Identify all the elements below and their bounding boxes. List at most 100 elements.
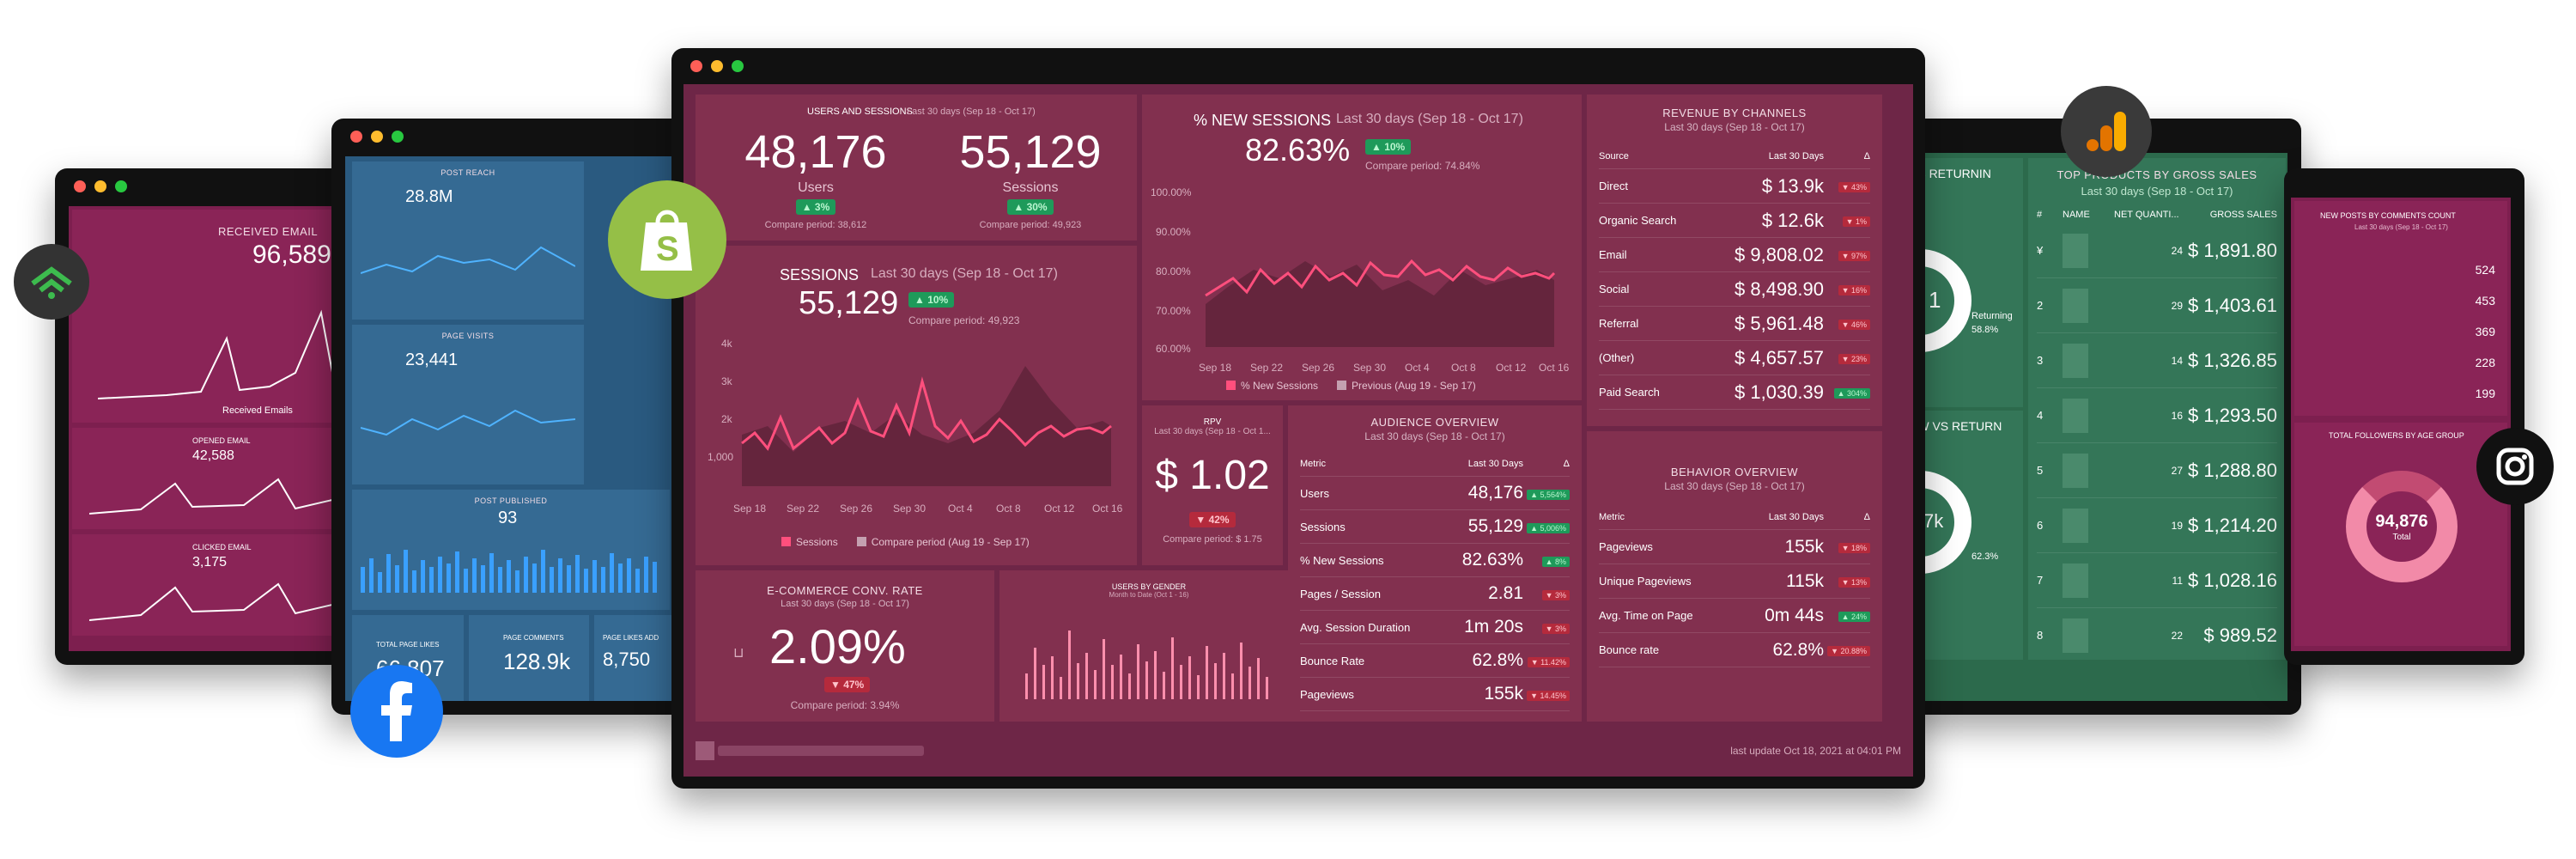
behavior-period: Last 30 days (Sep 18 - Oct 17) [1664, 480, 1805, 492]
table-row: Avg. Time on Page 0m 44s ▲ 24% [1599, 599, 1870, 633]
row-label: Paid Search [1599, 386, 1660, 399]
svg-text:80.00%: 80.00% [1156, 265, 1191, 277]
row-delta-badge: ▼ 1% [1842, 216, 1870, 227]
product-qty: 14 [2171, 354, 2183, 367]
email-dashboard-screen: RECEIVED EMAIL 96,589 Received Emails OP… [69, 206, 368, 651]
opened-email-value: 42,588 [192, 448, 234, 463]
svg-text:Oct 8: Oct 8 [996, 503, 1021, 515]
legend-previous[interactable]: Previous (Aug 19 - Sep 17) [1337, 380, 1476, 392]
received-email-tile: RECEIVED EMAIL 96,589 Received Emails [72, 210, 364, 423]
revenue-col-last: Last 30 Days [1768, 150, 1824, 161]
users-compare: Compare period: 38,612 [764, 220, 867, 230]
row-delta-badge: ▼ 3% [1541, 589, 1570, 600]
ecommerce-delta: ▼ 47% [824, 677, 871, 692]
product-row: 8 22 $ 989.52 [2037, 608, 2277, 660]
row-delta-badge: ▼ 20.88% [1827, 646, 1870, 656]
audience-col-last: Last 30 Days [1467, 458, 1523, 469]
post-reach-value: 28.8M [405, 187, 453, 206]
product-thumbnail [2063, 343, 2088, 378]
returning-label: Returning [1971, 311, 2013, 321]
rpv-delta: ▼ 42% [1189, 512, 1236, 527]
product-thumbnail [2063, 508, 2088, 543]
sessions-delta: ▲ 30% [1007, 199, 1054, 215]
svg-text:90.00%: 90.00% [1156, 226, 1191, 238]
revenue-col-source: Source [1599, 150, 1629, 161]
maximize-dot[interactable] [392, 131, 404, 143]
users-gender-period: Month to Date (Oct 1 - 16) [1109, 591, 1189, 599]
main-dashboard-window: USERS AND SESSIONS Last 30 days (Sep 18 … [671, 48, 1925, 789]
row-value: 1m 20s [1464, 617, 1523, 637]
row-value: 155k [1784, 536, 1824, 557]
legend-compare-period[interactable]: Compare period (Aug 19 - Sep 17) [856, 536, 1030, 548]
returning2-title: EW VS RETURN [1910, 419, 2002, 433]
wifi-brand-icon [14, 244, 89, 320]
close-dot[interactable] [350, 131, 362, 143]
table-row: Pageviews 155k ▼ 18% [1599, 530, 1870, 564]
row-delta-badge: ▲ 8% [1541, 556, 1570, 567]
users-gender-tile: USERS BY GENDER Month to Date (Oct 1 - 1… [999, 570, 1298, 722]
ytick-3k: 3k [721, 375, 733, 387]
product-qty: 22 [2171, 629, 2183, 642]
sessions-value: 55,129 [959, 126, 1102, 178]
row-delta-badge: ▲ 304% [1833, 388, 1870, 399]
product-sales: $ 1,028.16 [2188, 569, 2277, 591]
minimize-dot[interactable] [371, 131, 383, 143]
users-label: Users [798, 180, 834, 195]
svg-text:Sep 22: Sep 22 [1250, 362, 1283, 374]
post-published-title: POST PUBLISHED [474, 497, 548, 505]
close-dot[interactable] [74, 180, 86, 192]
legend-sessions[interactable]: Sessions [781, 536, 838, 548]
email-dashboard-window: RECEIVED EMAIL 96,589 Received Emails OP… [55, 168, 381, 665]
facebook-dashboard-window: POST REACH 28.8M PAGE VISITS 23,441 POST… [331, 119, 692, 715]
row-value: 48,176 [1467, 483, 1523, 503]
row-delta-badge: ▼ 14.45% [1527, 690, 1570, 701]
received-email-chart [98, 309, 364, 399]
product-sales: $ 1,288.80 [2188, 459, 2277, 481]
ytick-1000: 1,000 [708, 451, 733, 463]
svg-text:100.00%: 100.00% [1151, 186, 1192, 198]
row-label: Bounce Rate [1300, 654, 1365, 667]
page-visits-tile: PAGE VISITS 23,441 [352, 325, 584, 484]
product-row: 5 27 $ 1,288.80 [2037, 443, 2277, 498]
col-sales: GROSS SALES [2209, 210, 2277, 220]
page-visits-value: 23,441 [405, 350, 459, 369]
table-row: Sessions 55,129 ▲ 5,006% [1300, 510, 1570, 544]
maximize-dot[interactable] [732, 60, 744, 72]
row-delta-badge: ▼ 18% [1838, 543, 1870, 553]
new-sessions-period: Last 30 days (Sep 18 - Oct 17) [1336, 112, 1523, 126]
returning2-pct: 62.3% [1971, 551, 1999, 562]
legend-new-sessions[interactable]: % New Sessions [1226, 380, 1318, 392]
rpv-tile: RPV Last 30 days (Sep 18 - Oct 1... $ 1.… [1142, 405, 1283, 565]
sessions-chart-tile: SESSIONS Last 30 days (Sep 18 - Oct 17) … [696, 246, 1137, 565]
minimize-dot[interactable] [711, 60, 723, 72]
maximize-dot[interactable] [115, 180, 127, 192]
table-row: Referral $ 5,961.48 ▼ 46% [1599, 307, 1870, 341]
behavior-header: Metric Last 30 Days Δ [1599, 504, 1870, 530]
returning-title: VS RETURNIN [1910, 167, 1991, 180]
page-likes-title: PAGE LIKES ADD [603, 634, 659, 642]
table-row: Organic Search $ 12.6k ▼ 1% [1599, 204, 1870, 238]
total-likes-title: TOTAL PAGE LIKES [376, 641, 440, 649]
comment-count: 369 [2475, 325, 2495, 338]
row-label: Organic Search [1599, 214, 1677, 227]
row-label: Pageviews [1300, 687, 1354, 701]
comment-count: 453 [2475, 294, 2495, 308]
revenue-header: Source Last 30 Days Δ [1599, 143, 1870, 169]
behavior-title: BEHAVIOR OVERVIEW [1670, 466, 1799, 478]
opened-email-title: OPENED EMAIL [192, 436, 251, 445]
table-row: Avg. Session Duration 1m 20s ▼ 3% [1300, 611, 1570, 644]
product-sales: $ 1,214.20 [2188, 514, 2277, 536]
sessions-chart-value: 55,129 [799, 285, 899, 321]
post-reach-tile: POST REACH 28.8M [352, 161, 584, 320]
col-qty: NET QUANTI... [2114, 210, 2179, 220]
users-sessions-tile: USERS AND SESSIONS Last 30 days (Sep 18 … [696, 94, 1137, 241]
followers-sub: Total [2392, 533, 2411, 542]
product-thumbnail [2063, 288, 2088, 323]
svg-text:Oct 12: Oct 12 [1496, 362, 1527, 374]
product-row: 7 11 $ 1,028.16 [2037, 553, 2277, 608]
page-comments-value: 128.9k [503, 649, 571, 674]
close-dot[interactable] [690, 60, 702, 72]
page-visits-title: PAGE VISITS [441, 332, 495, 340]
minimize-dot[interactable] [94, 180, 106, 192]
product-qty: 16 [2171, 409, 2183, 422]
